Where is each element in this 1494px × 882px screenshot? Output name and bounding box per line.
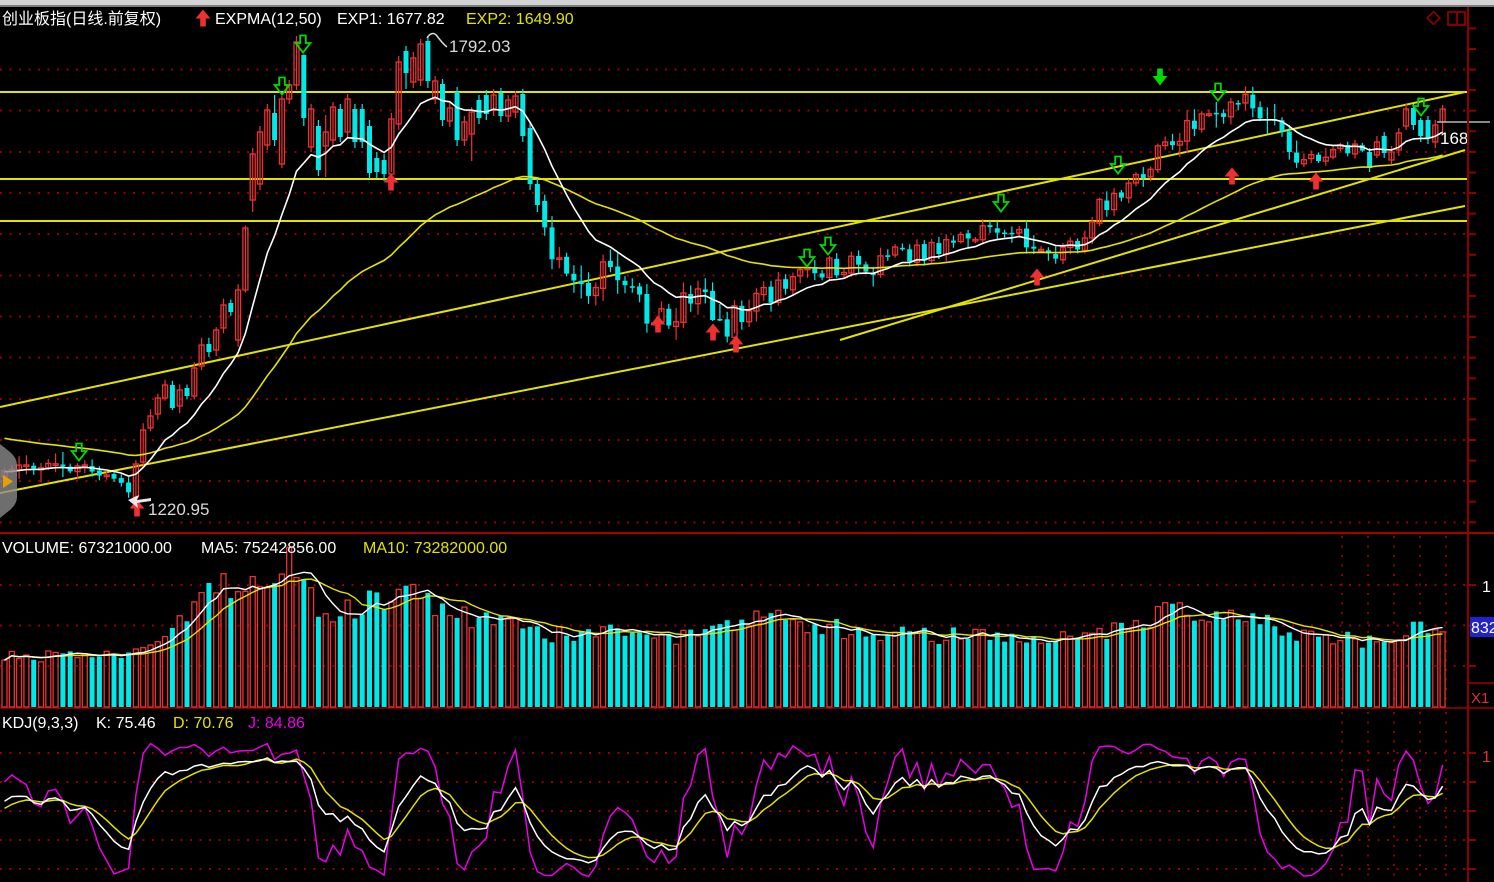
svg-text:D: 70.76: D: 70.76 — [173, 715, 234, 732]
svg-text:X1: X1 — [1471, 690, 1489, 707]
svg-text:1: 1 — [1482, 579, 1491, 596]
svg-text:1220.95: 1220.95 — [148, 500, 209, 519]
svg-text:MA10: 73282000.00: MA10: 73282000.00 — [363, 540, 507, 557]
svg-text:创业板指(日线.前复权): 创业板指(日线.前复权) — [2, 10, 161, 28]
svg-text:168: 168 — [1440, 129, 1468, 148]
svg-text:1: 1 — [1482, 749, 1491, 766]
svg-text:1792.03: 1792.03 — [449, 37, 510, 56]
svg-text:832: 832 — [1471, 620, 1494, 637]
svg-text:J: 84.86: J: 84.86 — [248, 715, 305, 732]
svg-text:K: 75.46: K: 75.46 — [96, 715, 156, 732]
svg-text:MA5: 75242856.00: MA5: 75242856.00 — [201, 540, 336, 557]
svg-text:KDJ(9,3,3): KDJ(9,3,3) — [2, 715, 78, 732]
svg-text:EXP1: 1677.82: EXP1: 1677.82 — [337, 11, 445, 28]
svg-text:VOLUME: 67321000.00: VOLUME: 67321000.00 — [2, 540, 172, 557]
svg-text:EXP2: 1649.90: EXP2: 1649.90 — [466, 11, 574, 28]
svg-text:EXPMA(12,50): EXPMA(12,50) — [215, 11, 322, 28]
